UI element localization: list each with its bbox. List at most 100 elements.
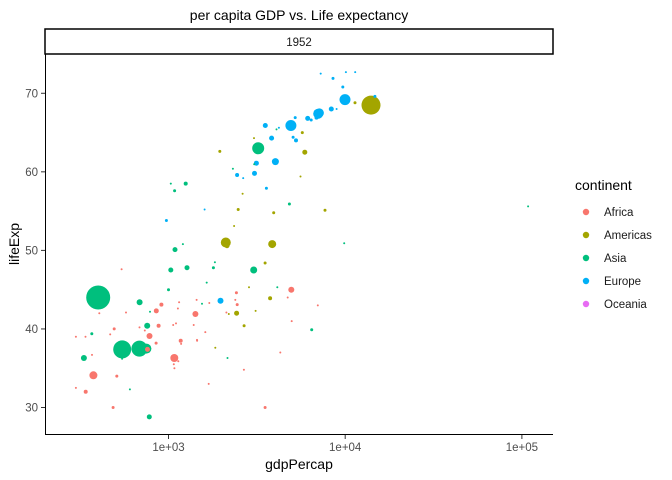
legend-label: Asia — [604, 253, 627, 265]
x-axis-label: gdpPercap — [265, 456, 333, 472]
data-point-americas — [242, 324, 246, 328]
data-point-africa — [89, 371, 98, 380]
legend-item-oceania: Oceania — [582, 299, 647, 311]
legend-key-americas — [582, 231, 590, 239]
data-point-africa — [290, 320, 293, 323]
data-point-americas — [361, 95, 381, 115]
data-point-asia — [144, 322, 151, 329]
data-point-africa — [225, 311, 228, 314]
data-point-asia — [183, 181, 188, 186]
data-point-africa — [112, 327, 116, 331]
data-point-africa — [180, 342, 183, 345]
x-tick-label: 1e+05 — [506, 442, 538, 454]
x-tick-label: 1e+04 — [329, 442, 362, 454]
data-point-europe — [285, 120, 297, 131]
data-point-americas — [214, 346, 217, 349]
data-point-europe — [164, 219, 168, 222]
data-point-africa — [208, 302, 211, 304]
data-point-americas — [253, 137, 255, 140]
data-point-europe — [291, 135, 295, 139]
data-point-africa — [204, 331, 207, 334]
x-tick-label: 1e+03 — [152, 442, 184, 454]
data-point-europe — [335, 108, 338, 110]
data-point-asia — [86, 285, 111, 310]
data-point-americas — [224, 243, 230, 249]
data-point-africa — [154, 341, 158, 345]
data-point-asia — [173, 189, 177, 193]
legend-key-africa — [582, 208, 590, 216]
data-point-asia — [231, 167, 234, 170]
legend-items: Africa Americas Asia Europe Oceania — [582, 207, 652, 311]
data-point-asia — [310, 328, 314, 332]
data-point-americas — [299, 175, 302, 178]
data-point-asia — [252, 142, 265, 155]
data-point-africa — [143, 329, 146, 332]
data-point-europe — [264, 186, 268, 190]
data-point-africa — [242, 368, 245, 371]
y-tick-label: 40 — [25, 324, 38, 336]
data-point-africa — [91, 353, 93, 356]
data-point-africa — [263, 406, 267, 409]
data-point-africa — [125, 311, 127, 314]
data-point-africa — [109, 333, 112, 336]
legend-key-oceania — [582, 300, 590, 308]
data-point-africa — [178, 338, 183, 343]
data-point-europe — [217, 297, 224, 304]
data-point-americas — [263, 261, 267, 265]
data-point-europe — [314, 108, 324, 118]
data-points — [74, 71, 530, 420]
legend-item-americas: Americas — [582, 230, 652, 242]
data-point-asia — [287, 202, 291, 206]
legend-key-europe — [582, 277, 590, 285]
y-tick-label: 70 — [25, 88, 38, 100]
data-point-europe — [254, 160, 258, 164]
chart-title: per capita GDP vs. Life expectancy — [190, 7, 408, 23]
facet-strip-box — [44, 28, 554, 55]
data-point-asia — [226, 357, 229, 359]
data-point-asia — [250, 266, 258, 274]
data-point-africa — [83, 389, 88, 394]
data-point-asia — [276, 286, 279, 289]
data-point-europe — [309, 118, 313, 122]
data-point-asia — [184, 265, 190, 271]
data-point-americas — [227, 313, 230, 315]
data-point-africa — [195, 298, 198, 301]
data-point-americas — [323, 208, 327, 212]
data-point-africa — [145, 346, 150, 352]
data-point-africa — [207, 382, 210, 385]
data-point-asia — [253, 163, 256, 166]
legend: continent Africa Americas Asia Europe Oceani… — [575, 177, 652, 311]
data-point-africa — [111, 406, 115, 409]
data-point-europe — [341, 85, 345, 89]
data-point-europe — [328, 106, 334, 112]
data-point-americas — [234, 310, 240, 316]
data-point-africa — [279, 351, 282, 354]
data-point-europe — [294, 138, 298, 143]
data-point-europe — [271, 158, 279, 166]
data-point-africa — [172, 324, 175, 326]
data-point-europe — [277, 126, 280, 129]
data-point-africa — [234, 298, 237, 301]
data-point-europe — [339, 94, 351, 106]
data-point-africa — [159, 302, 164, 307]
data-point-europe — [203, 208, 206, 211]
facet-strip: 1952 — [44, 28, 554, 55]
data-point-asia — [172, 247, 178, 253]
data-point-africa — [156, 323, 161, 328]
data-point-asia — [205, 281, 208, 284]
data-point-africa — [146, 333, 153, 339]
data-point-africa — [170, 354, 179, 362]
data-point-africa — [74, 386, 77, 389]
data-point-americas — [268, 296, 273, 301]
data-point-africa — [138, 326, 141, 329]
data-point-americas — [218, 149, 222, 153]
data-point-africa — [84, 335, 87, 338]
data-point-africa — [98, 312, 101, 315]
legend-label: Africa — [604, 207, 634, 219]
data-point-africa — [316, 304, 319, 307]
data-point-europe — [252, 170, 257, 176]
data-point-asia — [201, 302, 203, 305]
legend-item-europe: Europe — [582, 276, 641, 288]
data-point-africa — [120, 268, 123, 271]
